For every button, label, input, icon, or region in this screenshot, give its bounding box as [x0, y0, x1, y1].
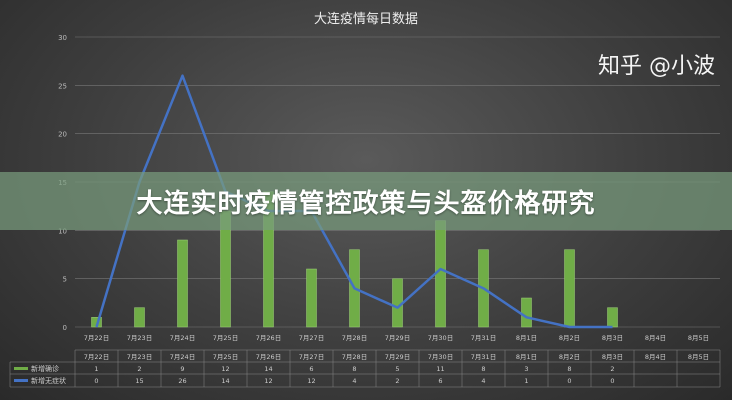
- legend-label: 新增确诊: [31, 364, 59, 373]
- table-cell: 6: [438, 377, 442, 385]
- table-header: 7月30日: [428, 353, 453, 361]
- x-tick-label: 7月25日: [213, 334, 238, 342]
- table-header: 7月22日: [84, 353, 109, 361]
- table-cell: 2: [137, 365, 141, 373]
- table-cell: 8: [352, 365, 356, 373]
- table-cell: 1: [94, 365, 98, 373]
- x-tick-label: 7月23日: [127, 334, 152, 342]
- table-cell: 11: [436, 365, 444, 373]
- y-tick-label: 0: [63, 324, 67, 332]
- table-cell: 14: [221, 377, 229, 385]
- table-cell: 0: [567, 377, 571, 385]
- table-header: 7月31日: [471, 353, 496, 361]
- legend-key: [14, 379, 28, 382]
- table-header: 7月27日: [299, 353, 324, 361]
- table-header: 8月3日: [602, 353, 623, 361]
- watermark: 知乎 @小波: [598, 54, 715, 79]
- y-tick-label: 10: [58, 227, 67, 235]
- table-cell: 14: [264, 365, 272, 373]
- table-cell: 0: [94, 377, 98, 385]
- table-cell: 5: [395, 365, 399, 373]
- table-cell: 8: [481, 365, 485, 373]
- table-cell: 12: [221, 365, 229, 373]
- table-cell: 2: [610, 365, 614, 373]
- table-header: 7月28日: [342, 353, 367, 361]
- bar: [607, 307, 618, 328]
- table-header: 8月5日: [688, 353, 709, 361]
- chart-title: 大连疫情每日数据: [313, 12, 418, 27]
- table-cell: 12: [264, 377, 272, 385]
- x-tick-label: 7月29日: [385, 334, 410, 342]
- x-tick-label: 8月4日: [645, 334, 666, 342]
- table-cell: 26: [178, 377, 186, 385]
- x-tick-label: 7月24日: [170, 334, 195, 342]
- bar: [134, 307, 145, 328]
- table-cell: 2: [395, 377, 399, 385]
- x-tick-label: 8月5日: [688, 334, 709, 342]
- banner-overlay: 大连实时疫情管控政策与头盔价格研究: [0, 172, 732, 230]
- table-header: 8月1日: [516, 353, 537, 361]
- table-cell: 1: [524, 377, 528, 385]
- table-cell: 12: [307, 377, 315, 385]
- table-header: 7月26日: [256, 353, 281, 361]
- line-series: [95, 74, 613, 329]
- x-tick-label: 8月1日: [516, 334, 537, 342]
- table-cell: 3: [524, 365, 528, 373]
- x-tick-label: 7月30日: [428, 334, 453, 342]
- table-header: 8月4日: [645, 353, 666, 361]
- table-cell: 9: [180, 365, 184, 373]
- table-header: 7月29日: [385, 353, 410, 361]
- legend-key: [14, 367, 28, 370]
- bar: [392, 278, 403, 328]
- bar: [521, 297, 532, 328]
- y-tick-label: 25: [58, 82, 67, 90]
- y-tick-label: 5: [63, 276, 67, 284]
- y-tick-label: 20: [58, 131, 67, 139]
- bar: [177, 239, 188, 328]
- x-tick-label: 8月2日: [559, 334, 580, 342]
- bar: [306, 268, 317, 328]
- x-tick-label: 7月26日: [256, 334, 281, 342]
- table-header: 8月2日: [559, 353, 580, 361]
- legend-label: 新增无症状: [31, 376, 66, 385]
- bar: [435, 220, 446, 328]
- table-cell: 0: [610, 377, 614, 385]
- x-tick-label: 7月27日: [299, 334, 324, 342]
- y-tick-label: 30: [58, 34, 67, 42]
- x-tick-label: 7月31日: [471, 334, 496, 342]
- table-header: 7月25日: [213, 353, 238, 361]
- table-cell: 4: [352, 377, 356, 385]
- table-cell: 6: [309, 365, 313, 373]
- x-tick-label: 8月3日: [602, 334, 623, 342]
- table-header: 7月24日: [170, 353, 195, 361]
- table-cell: 4: [481, 377, 485, 385]
- table-header: 7月23日: [127, 353, 152, 361]
- x-tick-label: 7月22日: [84, 334, 109, 342]
- bar: [564, 249, 575, 328]
- table-cell: 8: [567, 365, 571, 373]
- table-cell: 15: [135, 377, 143, 385]
- x-tick-label: 7月28日: [342, 334, 367, 342]
